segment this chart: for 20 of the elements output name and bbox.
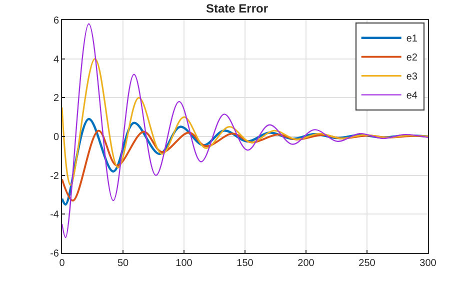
x-tick-label: 300 (420, 258, 437, 269)
y-tick-label: -4 (50, 210, 60, 221)
line-series (62, 23, 428, 238)
x-tick-label: 100 (176, 258, 193, 269)
chart-title: State Error (206, 2, 268, 16)
line-series (62, 118, 428, 206)
legend-label: e1 (406, 34, 418, 45)
y-tick-label: 2 (53, 93, 60, 104)
y-tick-label: 6 (53, 16, 60, 26)
y-tick-label: -6 (50, 248, 60, 260)
x-tick-label: 50 (117, 258, 129, 269)
y-tick-label: 4 (53, 54, 60, 66)
x-tick-label: 200 (298, 258, 315, 269)
y-tick-label: 0 (53, 132, 60, 143)
legend-label: e2 (406, 52, 418, 64)
x-tick-label: 250 (358, 258, 376, 269)
x-tick-label: 150 (236, 258, 254, 269)
legend-label: e3 (406, 72, 418, 83)
legend-label: e4 (406, 90, 418, 102)
y-tick-label: -2 (50, 170, 60, 182)
